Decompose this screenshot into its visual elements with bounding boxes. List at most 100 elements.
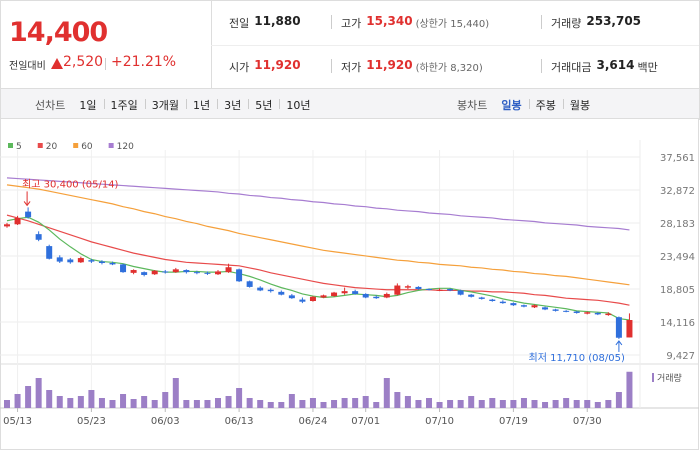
volume-bar (362, 396, 369, 408)
candle-body (288, 295, 295, 299)
candle-body (404, 286, 411, 288)
candle-body (383, 293, 390, 298)
volume-bar (120, 394, 127, 408)
candle-body (183, 270, 190, 273)
candle-body (320, 295, 327, 298)
candle-body (520, 305, 527, 307)
period-tab[interactable]: 1년 (193, 99, 211, 112)
volume-bar (457, 400, 464, 408)
volume-bar (141, 396, 148, 408)
volume-bar (56, 396, 63, 408)
period-tab[interactable]: 5년 (255, 99, 273, 112)
volume-legend-label: 거래량 (657, 372, 682, 384)
volume-bar (67, 398, 74, 408)
y-tick-label: 18,805 (660, 285, 695, 296)
moving-average-line (6, 184, 630, 286)
stat-note: (하한가 8,320) (415, 63, 483, 74)
candle-body (331, 292, 338, 297)
volume-bar (510, 400, 517, 408)
stat-note: (상한가 15,440) (415, 19, 490, 30)
volume-bar (341, 398, 348, 408)
volume-bar (552, 400, 559, 408)
volume-bar (489, 398, 496, 408)
volume-bar (46, 390, 53, 408)
legend-label: 20 (46, 142, 58, 152)
chart: 37,561 32,872 28,183 23,494 18,805 14,116 9,42… (0, 118, 699, 450)
candle-body (4, 224, 10, 227)
candle-body (394, 285, 401, 295)
volume-bar (352, 398, 359, 408)
y-tick-label: 37,561 (660, 153, 695, 164)
volume-bar (183, 400, 190, 408)
candle-body (584, 312, 591, 314)
chart-frame (0, 118, 699, 450)
candle-body (352, 291, 359, 294)
x-tick-label: 07/01 (351, 416, 380, 427)
y-tick-label: 32,872 (660, 186, 695, 197)
x-tick-label: 05/23 (77, 416, 106, 427)
volume-bar (162, 392, 169, 408)
period-tab[interactable]: 10년 (286, 99, 311, 112)
candle-body (309, 296, 316, 301)
tab-divider (248, 99, 250, 109)
change-rate: +21.21% (111, 54, 177, 70)
candle-body (193, 272, 200, 274)
candle-body (204, 272, 211, 274)
period-tab[interactable]: 3년 (224, 99, 242, 112)
y-tick-label: 28,183 (660, 219, 695, 230)
volume-bar (594, 402, 601, 408)
volume-bar (394, 392, 401, 408)
period-tab[interactable]: 월봉 (569, 99, 591, 112)
period-tab[interactable]: 1주일 (110, 99, 138, 112)
legend-label: 120 (117, 142, 134, 152)
legend-swatch (37, 143, 43, 148)
candle-body (172, 269, 179, 273)
legend-label: 60 (81, 142, 93, 152)
volume-bar (309, 398, 316, 408)
candle-body (457, 290, 464, 295)
candle-body (615, 317, 622, 338)
period-tab[interactable]: 일봉 (501, 99, 522, 112)
stat-value: 11,920 (366, 58, 413, 72)
volume-bar (225, 396, 232, 408)
volume-bar (299, 400, 306, 408)
candle-body (594, 312, 601, 315)
volume-bar (478, 400, 485, 408)
volume-bar (573, 400, 580, 408)
candle-body (299, 299, 306, 302)
volume-bar (373, 402, 380, 408)
stat-divider (331, 59, 332, 73)
period-tab[interactable]: 3개월 (151, 99, 179, 112)
quote-header: 14,400 전일대비 2,520 +21.21% 전일 11,880 고가 15,340 (상… (0, 0, 700, 89)
candle-body (341, 291, 348, 294)
moving-average-line (6, 216, 630, 321)
candle-body (531, 305, 538, 308)
stat-label: 고가 (341, 17, 362, 30)
volume-bar (288, 394, 295, 408)
period-tab[interactable]: 주봉 (535, 99, 556, 112)
stat-divider (331, 15, 332, 29)
candle-body (436, 289, 443, 291)
volume-bar (14, 394, 21, 408)
volume-bar (151, 400, 158, 408)
candle-body (426, 289, 432, 291)
candle-body (510, 303, 517, 306)
volume-bar (426, 398, 432, 408)
volume-bar (88, 390, 95, 408)
stat-value: 11,880 (254, 14, 301, 28)
candle-body (162, 271, 169, 273)
volume-bar (109, 400, 116, 408)
period-tab[interactable]: 1일 (79, 99, 97, 112)
volume-bar (4, 400, 10, 408)
volume-bar (415, 400, 422, 408)
volume-bar (204, 400, 211, 408)
candle-body (130, 270, 137, 273)
candle-body (98, 261, 105, 263)
volume-bar (499, 400, 506, 408)
volume-bar (215, 398, 221, 408)
legend-swatch (73, 143, 79, 148)
volume-bar (383, 378, 390, 408)
candle-body (25, 211, 32, 218)
volume-bar (130, 399, 137, 408)
volume-bar (531, 400, 538, 408)
